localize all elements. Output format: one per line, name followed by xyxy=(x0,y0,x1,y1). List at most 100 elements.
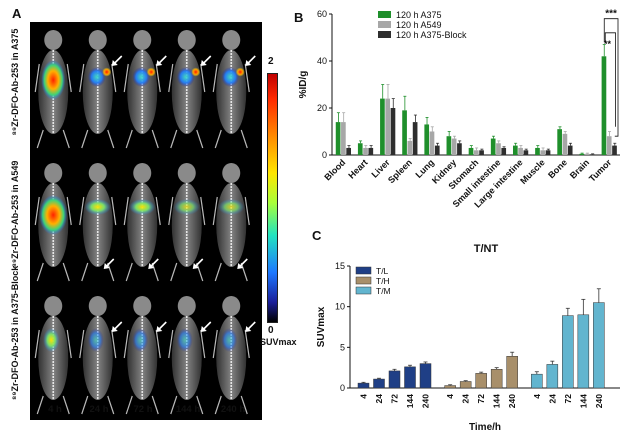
mouse-scan xyxy=(79,30,123,149)
panel-a-letter: A xyxy=(12,6,22,21)
mouse-head xyxy=(44,30,63,50)
mouse-scan xyxy=(34,163,72,282)
bar xyxy=(546,364,559,389)
bar xyxy=(479,150,484,155)
bar xyxy=(523,150,529,155)
mouse-head xyxy=(133,296,152,316)
forelimb xyxy=(111,63,117,93)
bar xyxy=(506,356,518,389)
arrow-icon xyxy=(156,326,163,332)
x-tick-label: 144 xyxy=(578,394,588,408)
hindlimb xyxy=(151,262,159,282)
legend-label: 120 h A375-Block xyxy=(396,30,467,40)
forelimb xyxy=(111,196,117,226)
x-tick-label: 4 xyxy=(359,394,369,399)
uptake-hotspot xyxy=(43,328,60,352)
y-tick-label: 10 xyxy=(335,302,345,312)
colorbar-min-label: 0 xyxy=(268,325,274,336)
hindlimb xyxy=(62,395,70,415)
hindlimb xyxy=(196,262,204,282)
bar xyxy=(501,147,507,155)
hindlimb xyxy=(81,262,89,282)
x-tick-label: Muscle xyxy=(518,157,547,186)
uptake-hotspot xyxy=(132,328,149,352)
forelimb xyxy=(34,329,40,359)
arrow-icon xyxy=(192,263,199,269)
forelimb xyxy=(200,196,206,226)
forelimb xyxy=(123,63,129,93)
tumor-hotspot xyxy=(102,67,112,77)
hindlimb xyxy=(151,129,159,149)
legend-label: T/H xyxy=(376,276,390,286)
tumor-hotspot xyxy=(235,67,245,77)
bar xyxy=(612,145,617,155)
uptake-hotspot xyxy=(87,67,106,87)
uptake-hotspot xyxy=(39,195,68,235)
y-tick-label: 20 xyxy=(317,103,327,113)
arrow-icon xyxy=(111,60,118,66)
hindlimb xyxy=(125,129,133,149)
bar xyxy=(341,122,346,155)
hindlimb xyxy=(36,129,44,149)
forelimb xyxy=(200,329,206,359)
uptake-hotspot xyxy=(173,199,200,215)
forelimb xyxy=(200,63,206,93)
uptake-hotspot xyxy=(176,328,193,352)
hindlimb xyxy=(214,262,222,282)
forelimb xyxy=(79,63,85,93)
mouse-scan xyxy=(123,296,167,415)
hindlimb xyxy=(170,395,178,415)
bar xyxy=(590,154,595,155)
mouse-scan xyxy=(168,30,212,149)
bar xyxy=(390,108,396,155)
hindlimb xyxy=(214,129,222,149)
hindlimb xyxy=(36,262,44,282)
bar xyxy=(475,373,487,389)
hindlimb xyxy=(170,129,178,149)
bar xyxy=(357,382,370,389)
legend-swatch xyxy=(378,11,391,18)
bar xyxy=(459,381,472,389)
forelimb xyxy=(34,63,40,93)
x-tick-label: Blood xyxy=(322,157,347,182)
hindlimb xyxy=(240,129,248,149)
mouse-head xyxy=(177,163,196,183)
mouse-scan xyxy=(79,296,123,415)
pet-image-grid xyxy=(30,22,262,420)
mouse-head xyxy=(88,30,107,50)
legend-swatch xyxy=(378,31,391,38)
tumor-hotspot xyxy=(146,67,156,77)
forelimb xyxy=(212,329,218,359)
bar xyxy=(419,363,432,389)
bar xyxy=(444,385,456,389)
legend-label: 120 h A375 xyxy=(396,10,442,20)
forelimb xyxy=(244,329,250,359)
colorbar xyxy=(267,73,278,323)
bar xyxy=(540,150,546,155)
hindlimb xyxy=(240,395,248,415)
forelimb xyxy=(212,196,218,226)
bar xyxy=(567,145,573,155)
x-tick-label: Heart xyxy=(346,157,369,180)
arrow-icon xyxy=(237,263,244,269)
hindlimb xyxy=(62,262,70,282)
arrow-icon xyxy=(103,263,110,269)
forelimb xyxy=(244,196,250,226)
y-tick-label: 0 xyxy=(340,383,345,393)
hindlimb xyxy=(196,395,204,415)
row-label-a375: ⁸⁹Zr-DFO-Ab-253 in A375 xyxy=(10,28,20,136)
bar xyxy=(496,143,501,155)
bar xyxy=(434,145,440,155)
mouse-head xyxy=(222,296,241,316)
timepoint-label: 240 h xyxy=(220,404,246,415)
bar xyxy=(512,145,518,155)
hindlimb xyxy=(214,395,222,415)
hindlimb xyxy=(125,395,133,415)
mouse-scan xyxy=(123,30,167,149)
significance-label: ** xyxy=(604,39,612,49)
bar xyxy=(424,124,430,155)
y-tick-label: 5 xyxy=(340,342,345,352)
x-tick-label: 240 xyxy=(421,394,431,408)
bar xyxy=(346,147,351,155)
mouse-head xyxy=(88,163,107,183)
